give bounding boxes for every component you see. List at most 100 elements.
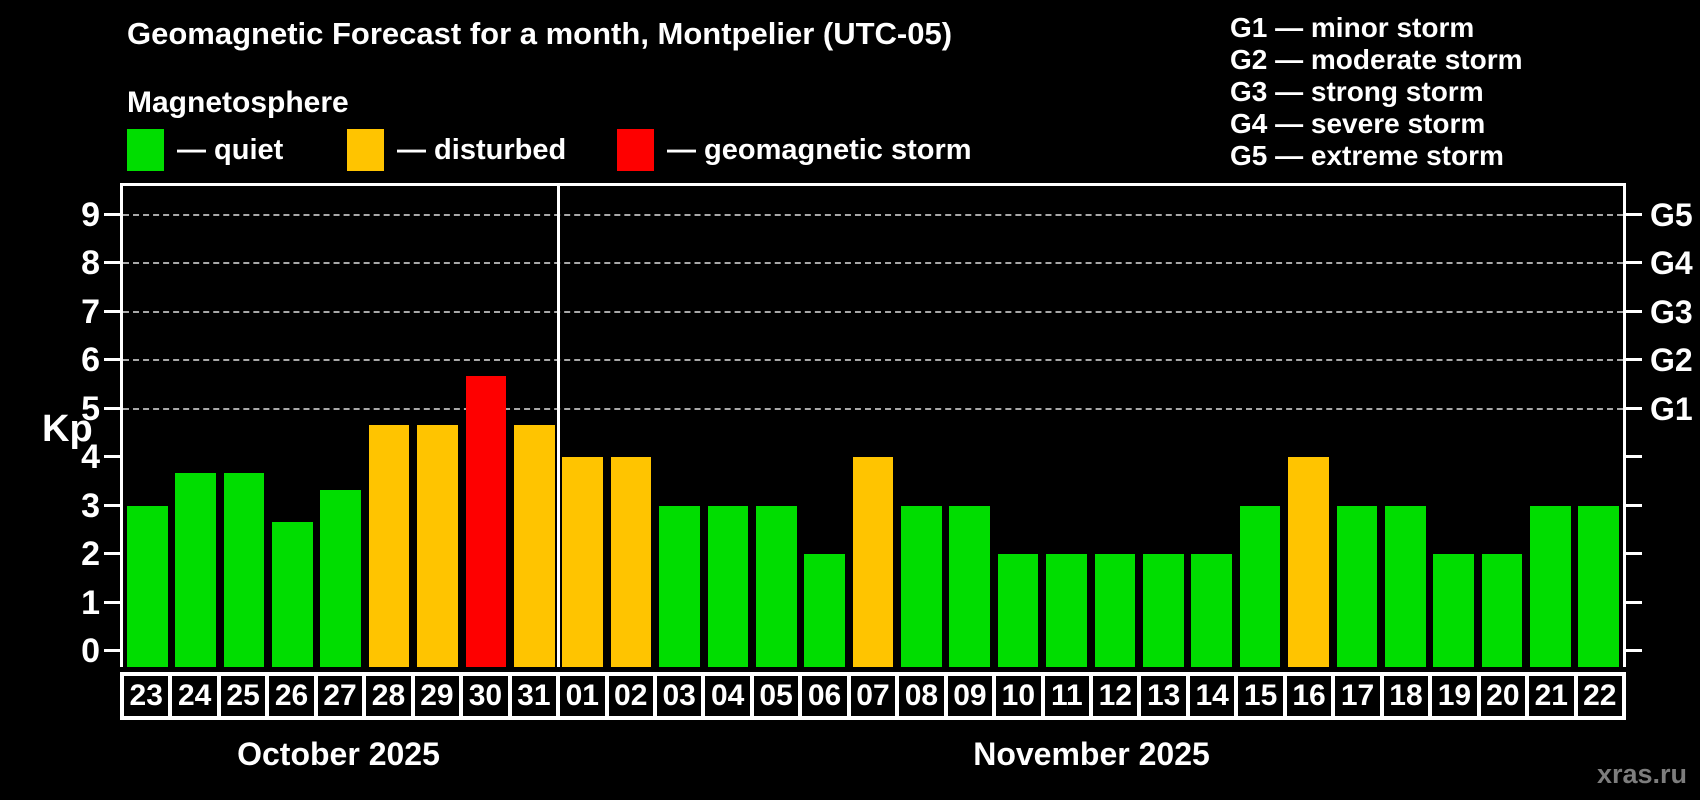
g-level-label-g5: G5 [1650,196,1693,233]
day-cell-06: 06 [802,676,847,716]
day-cell-22: 22 [1577,676,1622,716]
y-tick-label-4: 4 [81,438,100,476]
gridline-kp7 [123,310,1623,313]
gridline-kp9 [123,213,1623,216]
g-level-label-g1: G1 [1650,390,1693,427]
kp-bar-day-05 [755,505,797,667]
storm-scale-g3: G3 — strong storm [1230,76,1484,107]
kp-bar-day-01 [562,457,603,667]
tick-right-kp4 [1626,455,1642,458]
day-cell-21: 21 [1529,676,1574,716]
tick-left-kp2 [104,552,120,555]
storm-scale-g4: G4 — severe storm [1230,108,1486,139]
kp-bar-day-20 [1481,554,1523,667]
day-cell-18: 18 [1383,676,1429,716]
storm-scale-g1: G1 — minor storm [1230,12,1475,43]
day-cell-26: 26 [269,676,314,716]
plot-area [104,183,1642,667]
g-level-label-g4: G4 [1650,245,1693,281]
tick-left-kp6 [104,358,120,361]
kp-bar-day-19 [1433,554,1474,667]
kp-bar-day-04 [707,505,749,667]
y-tick-label-3: 3 [81,486,100,525]
day-cell-10: 10 [996,676,1041,716]
gridline-kp6 [123,359,1623,361]
day-cell-04: 04 [705,676,750,716]
storm-scale-g5: G5 — extreme storm [1230,140,1504,171]
day-cell-19: 19 [1432,676,1477,716]
kp-bar-day-17 [1336,505,1378,667]
tick-left-kp3 [104,503,120,507]
kp-bar-day-13 [1143,554,1184,667]
tick-right-kp0 [1626,649,1642,652]
day-cell-24: 24 [172,676,217,716]
y-tick-label-8: 8 [81,244,100,282]
y-tick-label-5: 5 [81,389,100,428]
g-level-label-g3: G3 [1650,293,1693,330]
y-axis-label: Kp [42,408,93,450]
kp-bar-day-25 [223,473,265,667]
y-tick-label-2: 2 [81,535,100,573]
legend-item-quiet: — quiet [127,128,283,172]
kp-bar-day-22 [1578,505,1620,667]
storm-scale-g2: G2 — moderate storm [1230,44,1523,75]
month-separator-line [556,186,560,667]
day-cell-02: 02 [608,676,653,716]
kp-bar-day-23 [126,505,168,667]
y-tick-label-6: 6 [81,341,100,379]
legend-label-storm: — geomagnetic storm [667,133,972,166]
gridline-kp8 [123,262,1623,264]
gridline-kp5 [123,407,1623,410]
kp-bar-day-26 [272,521,313,667]
kp-bar-day-28 [368,424,410,667]
storm-color-swatch [617,129,654,171]
tick-right-kp2 [1626,552,1642,555]
day-cell-20: 20 [1480,676,1526,716]
tick-right-kp3 [1626,503,1642,507]
day-cell-01: 01 [560,676,605,716]
storm-scale-legend: G1 — minor storm G2 — moderate storm G3 … [1230,12,1523,172]
kp-bar-day-24 [175,473,216,667]
tick-right-kp6 [1626,358,1642,361]
tick-left-kp9 [104,212,120,216]
kp-bar-day-18 [1384,505,1426,667]
kp-bar-day-14 [1191,554,1233,667]
tick-right-kp9 [1626,212,1642,216]
tick-left-kp1 [104,600,120,604]
legend-label-disturbed: — disturbed [397,133,567,166]
kp-bar-day-08 [901,505,942,667]
day-cell-25: 25 [220,676,266,716]
chart-subtitle: Magnetosphere [127,86,349,119]
day-cell-16: 16 [1286,676,1332,716]
tick-right-kp1 [1626,600,1642,604]
watermark: xras.ru [1596,759,1687,789]
month-label-october: October 2025 [237,736,440,772]
kp-bar-day-02 [610,457,652,667]
tick-left-kp4 [104,455,120,458]
kp-bar-day-27 [320,489,362,667]
y-tick-label-9: 9 [81,195,100,234]
day-cell-13: 13 [1141,676,1186,716]
legend-item-disturbed: — disturbed [347,128,566,172]
legend-label-quiet: — quiet [177,133,284,166]
quiet-color-swatch [127,129,164,171]
kp-bar-day-30 [465,376,507,667]
day-cell-30: 30 [463,676,508,716]
day-cell-09: 09 [947,676,993,716]
kp-bar-day-29 [417,424,458,667]
day-cell-29: 29 [414,676,460,716]
kp-bar-day-15 [1239,505,1281,667]
x-axis-day-row: 23 24 25 26 27 28 29 30 31 01 02 03 04 05 06 07 08 09 10 11… [120,672,1626,720]
kp-bar-day-03 [659,505,700,667]
tick-left-kp8 [104,261,120,264]
tick-right-kp5 [1626,406,1642,410]
kp-bar-day-06 [804,554,845,667]
right-axis-g-labels: G1 G2 G3 G4 G5 [1650,183,1700,667]
month-label-november: November 2025 [973,736,1210,772]
day-cell-17: 17 [1335,676,1380,716]
y-tick-label-7: 7 [81,292,100,331]
day-cell-08: 08 [899,676,944,716]
day-cell-15: 15 [1238,676,1283,716]
tick-left-kp0 [104,649,120,652]
